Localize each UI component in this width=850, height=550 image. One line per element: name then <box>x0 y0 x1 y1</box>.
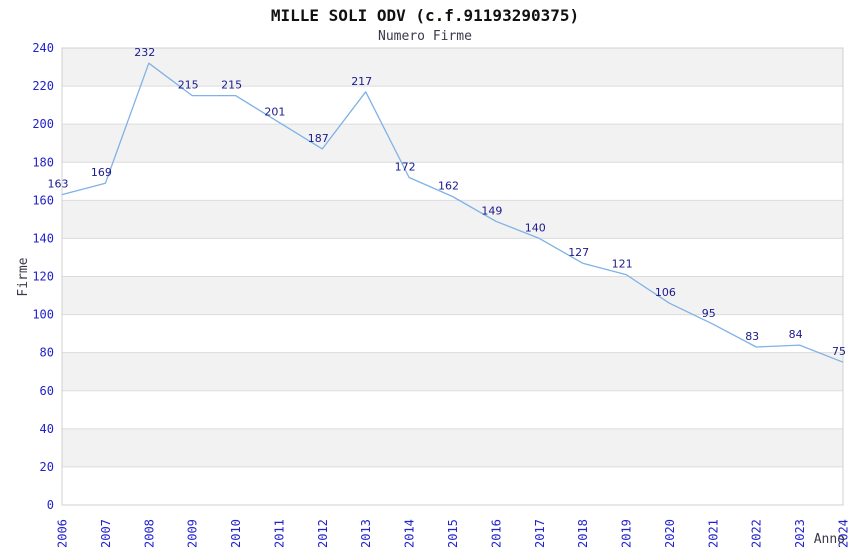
x-tick-label: 2012 <box>316 519 330 548</box>
x-tick-label: 2017 <box>533 519 547 548</box>
y-tick-label: 160 <box>32 193 54 207</box>
y-tick-label: 180 <box>32 155 54 169</box>
x-tick-label: 2020 <box>663 519 677 548</box>
point-label: 140 <box>525 221 546 234</box>
x-tick-label: 2015 <box>446 519 460 548</box>
point-label: 215 <box>221 79 242 92</box>
x-tick-label: 2021 <box>706 519 720 548</box>
point-label: 95 <box>702 307 716 320</box>
plot-band <box>62 200 843 239</box>
plot-band <box>62 428 843 467</box>
point-label: 172 <box>395 161 416 174</box>
y-tick-label: 120 <box>32 270 54 284</box>
point-label: 187 <box>308 132 329 145</box>
y-axis-title: Firme <box>16 257 31 296</box>
chart-subtitle: Numero Firme <box>378 29 472 44</box>
x-tick-label: 2007 <box>99 519 113 548</box>
point-label: 83 <box>745 330 759 343</box>
y-tick-label: 140 <box>32 231 54 245</box>
x-tick-label: 2016 <box>489 519 503 548</box>
series-layer <box>61 62 844 363</box>
y-tick-label: 60 <box>40 384 54 398</box>
point-label: 127 <box>568 246 589 259</box>
point-label: 121 <box>612 258 633 271</box>
plot-band <box>62 124 843 163</box>
x-tick-label: 2013 <box>359 519 373 548</box>
point-label: 162 <box>438 180 459 193</box>
point-label: 217 <box>351 75 372 88</box>
x-tick-label: 2009 <box>186 519 200 548</box>
y-tick-label: 200 <box>32 117 54 131</box>
x-tick-label: 2024 <box>837 519 850 548</box>
point-label: 75 <box>832 345 846 358</box>
y-tick-label: 80 <box>40 346 54 360</box>
y-tick-label: 0 <box>47 498 54 512</box>
point-label: 84 <box>789 328 803 341</box>
y-tick-label: 240 <box>32 41 54 55</box>
labels-layer: 163 169 232 215 215 201 187 217 172 162 149 140 127 1… <box>16 41 850 548</box>
point-label: 149 <box>481 204 502 217</box>
y-tick-label: 40 <box>40 422 54 436</box>
y-tick-label: 20 <box>40 460 54 474</box>
point-label: 106 <box>655 286 676 299</box>
plot-bands-layer <box>62 48 843 467</box>
plot-band <box>62 48 843 87</box>
point-label: 163 <box>48 178 69 191</box>
point-label: 169 <box>91 166 112 179</box>
chart-title: MILLE SOLI ODV (c.f.91193290375) <box>271 6 579 25</box>
plot-band <box>62 276 843 315</box>
x-tick-label: 2011 <box>272 519 286 548</box>
point-label: 215 <box>178 79 199 92</box>
point-label: 232 <box>134 46 155 59</box>
point-label: 201 <box>264 105 285 118</box>
x-tick-label: 2022 <box>750 519 764 548</box>
x-tick-label: 2006 <box>56 519 70 548</box>
x-tick-label: 2023 <box>793 519 807 548</box>
plot-border <box>61 47 844 506</box>
x-tick-label: 2008 <box>142 519 156 548</box>
x-axis-title: Anno <box>814 532 845 547</box>
x-tick-label: 2010 <box>229 519 243 548</box>
y-tick-label: 220 <box>32 79 54 93</box>
y-tick-label: 100 <box>32 308 54 322</box>
series-line <box>61 62 844 363</box>
x-tick-label: 2018 <box>576 519 590 548</box>
gridlines-layer <box>61 47 844 506</box>
plot-band <box>62 352 843 391</box>
x-tick-label: 2014 <box>403 519 417 548</box>
x-tick-label: 2019 <box>620 519 634 548</box>
